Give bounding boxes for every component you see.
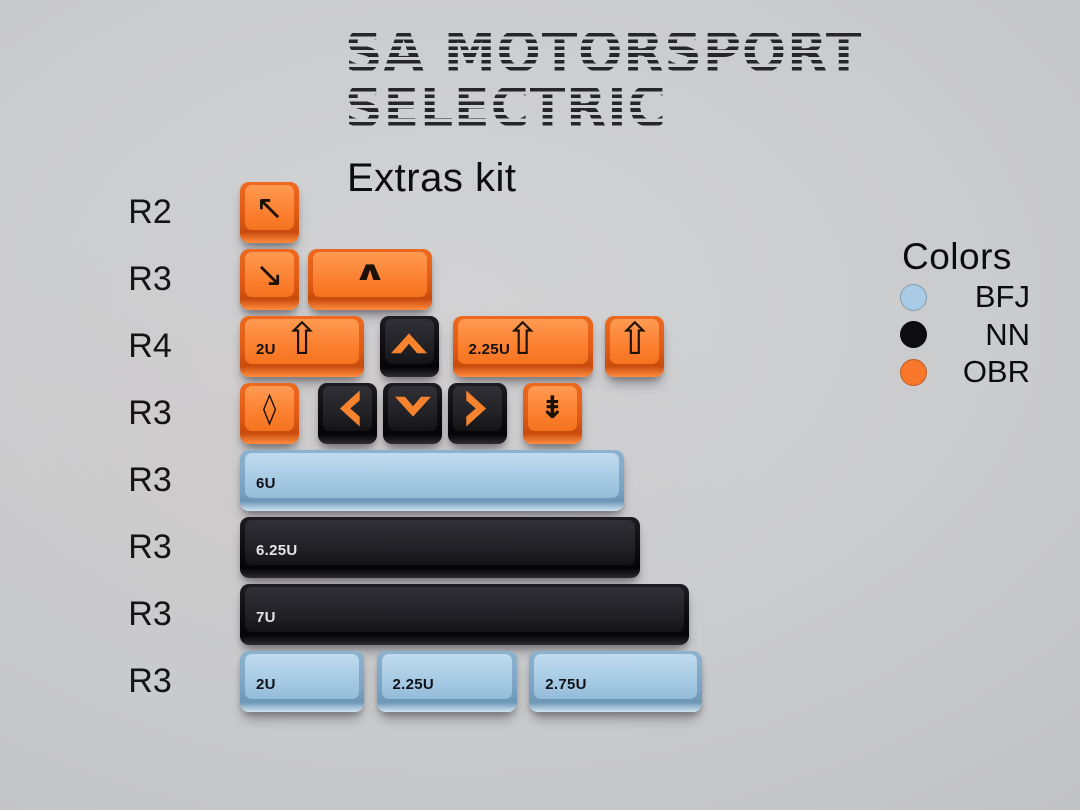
keycap-shift-arrow: ⇧ [605, 313, 665, 377]
keycap-2u: 2U [240, 651, 364, 712]
row-label: R2 [128, 193, 172, 231]
keycap-shift-arrow: ⇧ 2.25U [452, 313, 593, 377]
size-label: 2U [256, 341, 276, 358]
keycap-chevron-left [318, 383, 377, 444]
caret-icon: ∧ [353, 256, 388, 287]
keycap-face: 2.75U [534, 654, 697, 699]
keycap-face [388, 386, 437, 431]
keycap-chevron-right [448, 383, 507, 444]
page-down-arrow-icon: ⇟ [539, 390, 566, 426]
keycap-face: ⇧ 2.25U [457, 313, 588, 365]
diamond-icon: ◊ [262, 390, 277, 427]
arrow-down-right-icon: ↘ [255, 254, 284, 295]
legend-row-nn: NN [888, 317, 1034, 354]
row-label: R3 [128, 528, 172, 566]
keycap-face: ↘ [245, 252, 294, 297]
size-label: 2U [256, 676, 276, 693]
size-label: 6.25U [256, 542, 298, 559]
row-label: R3 [128, 394, 172, 432]
arrow-up-left-icon: ↖ [255, 187, 284, 228]
size-label: 2.75U [545, 676, 587, 693]
keycap-face: 7U [245, 587, 684, 632]
color-swatch-obr-icon [900, 358, 927, 386]
chevron-up-icon [391, 333, 428, 354]
size-label: 6U [256, 475, 276, 492]
keycap-face: ⇧ [610, 313, 660, 365]
shift-arrow-icon: ⇧ [616, 313, 654, 365]
keycap-2.75u: 2.75U [529, 651, 702, 712]
legend-row-obr: OBR [888, 354, 1034, 391]
chevron-down-icon [394, 396, 431, 417]
colors-legend: Colors BFJ NN OBR [888, 236, 1034, 391]
color-code-obr: OBR [962, 354, 1030, 390]
keycap-chevron-up [379, 316, 439, 377]
keycap-arrow-down-right: ↘ [240, 249, 299, 310]
keycap-caret: ∧ [308, 249, 433, 310]
keycap-face: ⇧ 2U [245, 313, 359, 365]
keycap-page-down-arrow: ⇟ [522, 383, 582, 444]
row-label: R3 [128, 461, 172, 499]
keycap-face [384, 319, 434, 364]
row-label: R3 [128, 595, 172, 633]
color-swatch-bfj-icon [900, 283, 927, 311]
row-label: R4 [128, 327, 172, 365]
size-label: 2.25U [392, 676, 435, 693]
keycap-face: 6U [245, 453, 619, 498]
legend-row-bfj: BFJ [888, 279, 1034, 316]
keycap-face: 6.25U [245, 520, 636, 565]
keycap-face: 2U [245, 654, 359, 699]
keycap-6.25u: 6.25U [240, 517, 641, 578]
row-label: R3 [128, 260, 172, 298]
colors-heading: Colors [902, 236, 1012, 277]
color-code-nn: NN [985, 316, 1030, 352]
keycap-chevron-down [383, 383, 442, 444]
kit-title-line1: SA MOTORSPORT [345, 20, 863, 85]
keycap-face: ↖ [245, 185, 294, 230]
keycap-shift-arrow: ⇧ 2U [240, 316, 364, 377]
keycap-6u: 6U [240, 450, 624, 511]
keycap-face: 2.25U [381, 654, 512, 699]
size-label: 7U [256, 609, 276, 626]
kit-title-line2: SELECTRIC [345, 79, 862, 136]
keycap-2.25u: 2.25U [376, 651, 517, 712]
color-code-bfj: BFJ [974, 279, 1030, 315]
keycap-face [453, 386, 502, 431]
kit-subtitle: Extras kit [347, 156, 517, 200]
keycap-diamond: ◊ [240, 383, 299, 444]
shift-arrow-icon: ⇧ [283, 313, 321, 365]
shift-arrow-icon: ⇧ [504, 313, 542, 365]
keycap-7u: 7U [240, 584, 689, 645]
chevron-left-icon [339, 390, 360, 427]
keycap-arrow-up-left: ↖ [240, 182, 299, 243]
size-label: 2.25U [468, 341, 511, 358]
row-label: R3 [128, 662, 172, 700]
keycap-face: ◊ [245, 386, 294, 431]
keycap-face: ∧ [313, 252, 428, 297]
keycap-face [323, 386, 372, 431]
keycap-face: ⇟ [527, 386, 577, 431]
kit-title: SA MOTORSPORT SELECTRIC [345, 20, 901, 136]
chevron-right-icon [465, 390, 486, 427]
color-swatch-nn-icon [900, 321, 927, 349]
